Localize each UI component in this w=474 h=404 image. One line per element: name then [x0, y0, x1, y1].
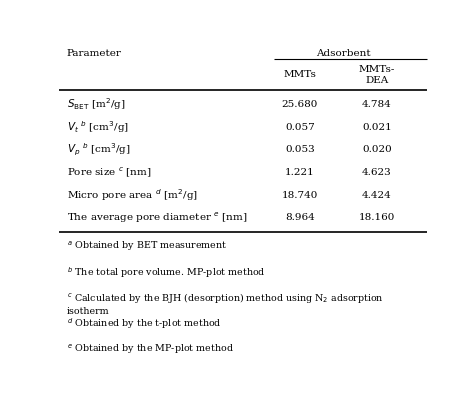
Text: 0.020: 0.020	[362, 145, 392, 154]
Text: 0.053: 0.053	[285, 145, 315, 154]
Text: 0.021: 0.021	[362, 122, 392, 132]
Text: 18.160: 18.160	[359, 213, 395, 222]
Text: $^e$ Obtained by the MP-plot method: $^e$ Obtained by the MP-plot method	[66, 341, 233, 356]
Text: $^d$ Obtained by the t-plot method: $^d$ Obtained by the t-plot method	[66, 316, 221, 330]
Text: 8.964: 8.964	[285, 213, 315, 222]
Text: MMTs-
DEA: MMTs- DEA	[359, 65, 395, 85]
Text: 18.740: 18.740	[282, 191, 318, 200]
Text: 4.623: 4.623	[362, 168, 392, 177]
Text: The average pore diameter $^e$ [nm]: The average pore diameter $^e$ [nm]	[66, 210, 247, 225]
Text: Adsorbent: Adsorbent	[316, 49, 370, 58]
Text: 25.680: 25.680	[282, 100, 318, 109]
Text: 4.424: 4.424	[362, 191, 392, 200]
Text: MMTs: MMTs	[283, 70, 316, 80]
Text: 4.784: 4.784	[362, 100, 392, 109]
Text: 1.221: 1.221	[285, 168, 315, 177]
Text: Micro pore area $^d$ [m$^2$/g]: Micro pore area $^d$ [m$^2$/g]	[66, 187, 198, 203]
Text: Parameter: Parameter	[66, 49, 121, 58]
Text: $^a$ Obtained by BET measurement: $^a$ Obtained by BET measurement	[66, 240, 227, 253]
Text: Pore size $^c$ [nm]: Pore size $^c$ [nm]	[66, 166, 151, 179]
Text: $^b$ The total pore volume. MP-plot method: $^b$ The total pore volume. MP-plot meth…	[66, 265, 265, 280]
Text: $V_t$ $^b$ [cm$^3$/g]: $V_t$ $^b$ [cm$^3$/g]	[66, 119, 128, 135]
Text: $V_p$ $^b$ [cm$^3$/g]: $V_p$ $^b$ [cm$^3$/g]	[66, 142, 130, 158]
Text: $^c$ Calculated by the BJH (desorption) method using N$_2$ adsorption
isotherm: $^c$ Calculated by the BJH (desorption) …	[66, 290, 383, 316]
Text: $S_{\mathrm{BET}}$ [m$^2$/g]: $S_{\mathrm{BET}}$ [m$^2$/g]	[66, 97, 125, 112]
Text: 0.057: 0.057	[285, 122, 315, 132]
